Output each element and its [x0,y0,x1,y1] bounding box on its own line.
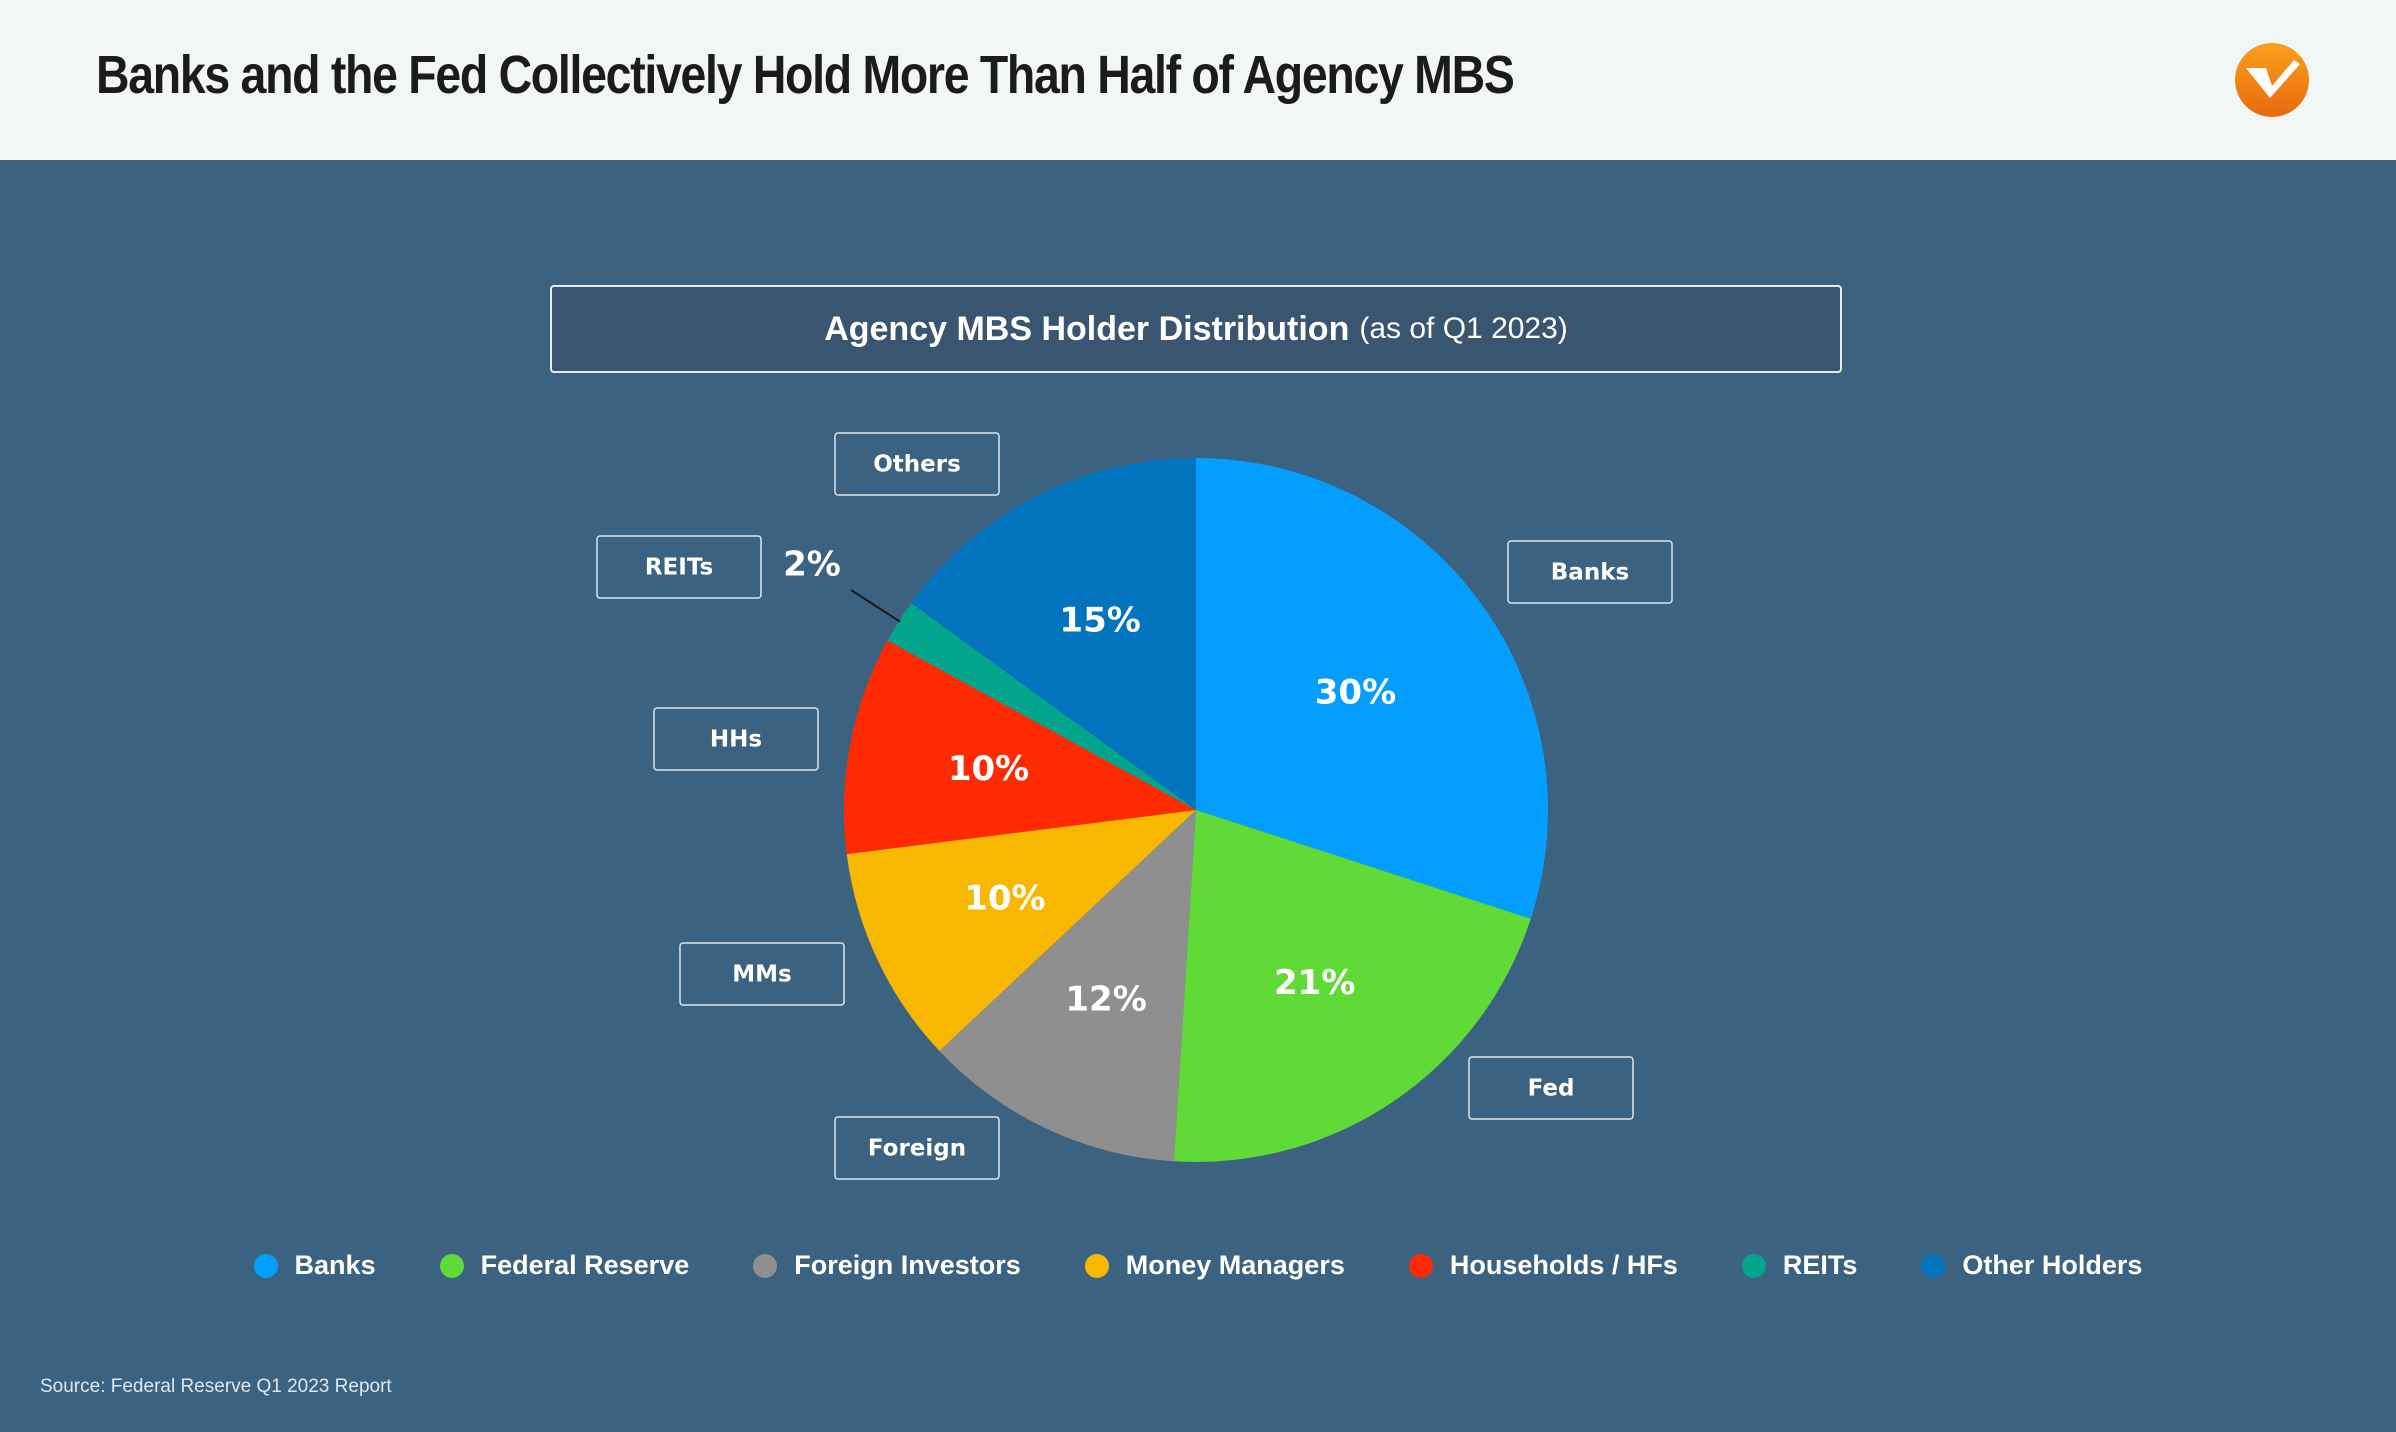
slice-value-label: 10% [964,878,1045,918]
slice-value-label: 30% [1315,673,1396,713]
slice-value-label: 15% [1059,600,1140,640]
legend-swatch [439,1253,464,1278]
chart-subtitle: (as of Q1 2023) [1359,312,1568,345]
legend-swatch [1408,1253,1433,1278]
pie-slice-hhs [844,640,1196,855]
svg-text:Foreign: Foreign [868,1136,966,1162]
leader-line [850,589,901,623]
category-label-reits: REITs [596,535,762,599]
chart-legend: Banks Federal Reserve Foreign Investors Mon… [0,1250,2396,1281]
slice-value-label: 10% [948,749,1029,789]
slice-value-label: 12% [1065,980,1146,1020]
svg-text:Banks: Banks [1551,560,1629,586]
category-label-others: Others [834,432,1000,496]
pie-slice-banks [1196,458,1548,919]
svg-text:REITs: REITs [645,555,713,581]
category-label-foreign: Foreign [834,1116,1000,1180]
category-label-mms: MMs [679,942,845,1006]
legend-swatch [1084,1253,1109,1278]
page-title: Banks and the Fed Collectively Hold More… [96,45,1515,105]
pie-slice-fed [1173,810,1531,1163]
category-label-fed: Fed [1468,1056,1634,1120]
legend-item: Banks [253,1250,376,1281]
pie-slice-reits [887,603,1196,810]
svg-text:Fed: Fed [1528,1076,1575,1102]
chart-title: Agency MBS Holder Distribution [824,309,1350,348]
legend-swatch [253,1253,278,1278]
legend-swatch [1921,1253,1946,1278]
legend-item: REITs [1741,1250,1858,1281]
svg-text:HHs: HHs [710,727,762,753]
legend-item: Other Holders [1921,1250,2142,1281]
legend-label: Other Holders [1962,1250,2143,1280]
pie-slice-foreign [939,810,1196,1162]
legend-item: Households / HFs [1408,1250,1678,1281]
source-note: Source: Federal Reserve Q1 2023 Report [40,1376,392,1397]
legend-label: Money Managers [1125,1250,1345,1280]
legend-item: Federal Reserve [439,1250,690,1281]
pie-slice-others [911,458,1196,810]
svg-text:Others: Others [873,452,961,478]
category-label-banks: Banks [1507,540,1673,604]
legend-label: Foreign Investors [794,1250,1021,1280]
pie-slice-mms [846,810,1196,1051]
category-label-hhs: HHs [653,707,819,771]
chart-title-box: Agency MBS Holder Distribution (as of Q1… [550,285,1842,373]
legend-swatch [1741,1253,1766,1278]
header-bar: Banks and the Fed Collectively Hold More… [0,0,2396,160]
checkmark-logo-icon [2235,43,2309,117]
slice-value-label: 21% [1274,963,1355,1003]
legend-label: Households / HFs [1449,1250,1678,1280]
legend-item: Foreign Investors [753,1250,1021,1281]
svg-text:MMs: MMs [732,962,791,988]
legend-item: Money Managers [1084,1250,1345,1281]
legend-label: Banks [294,1250,376,1280]
legend-label: Federal Reserve [480,1250,690,1280]
slice-value-label: 2% [783,545,841,585]
legend-swatch [753,1253,778,1278]
legend-label: REITs [1782,1250,1858,1280]
